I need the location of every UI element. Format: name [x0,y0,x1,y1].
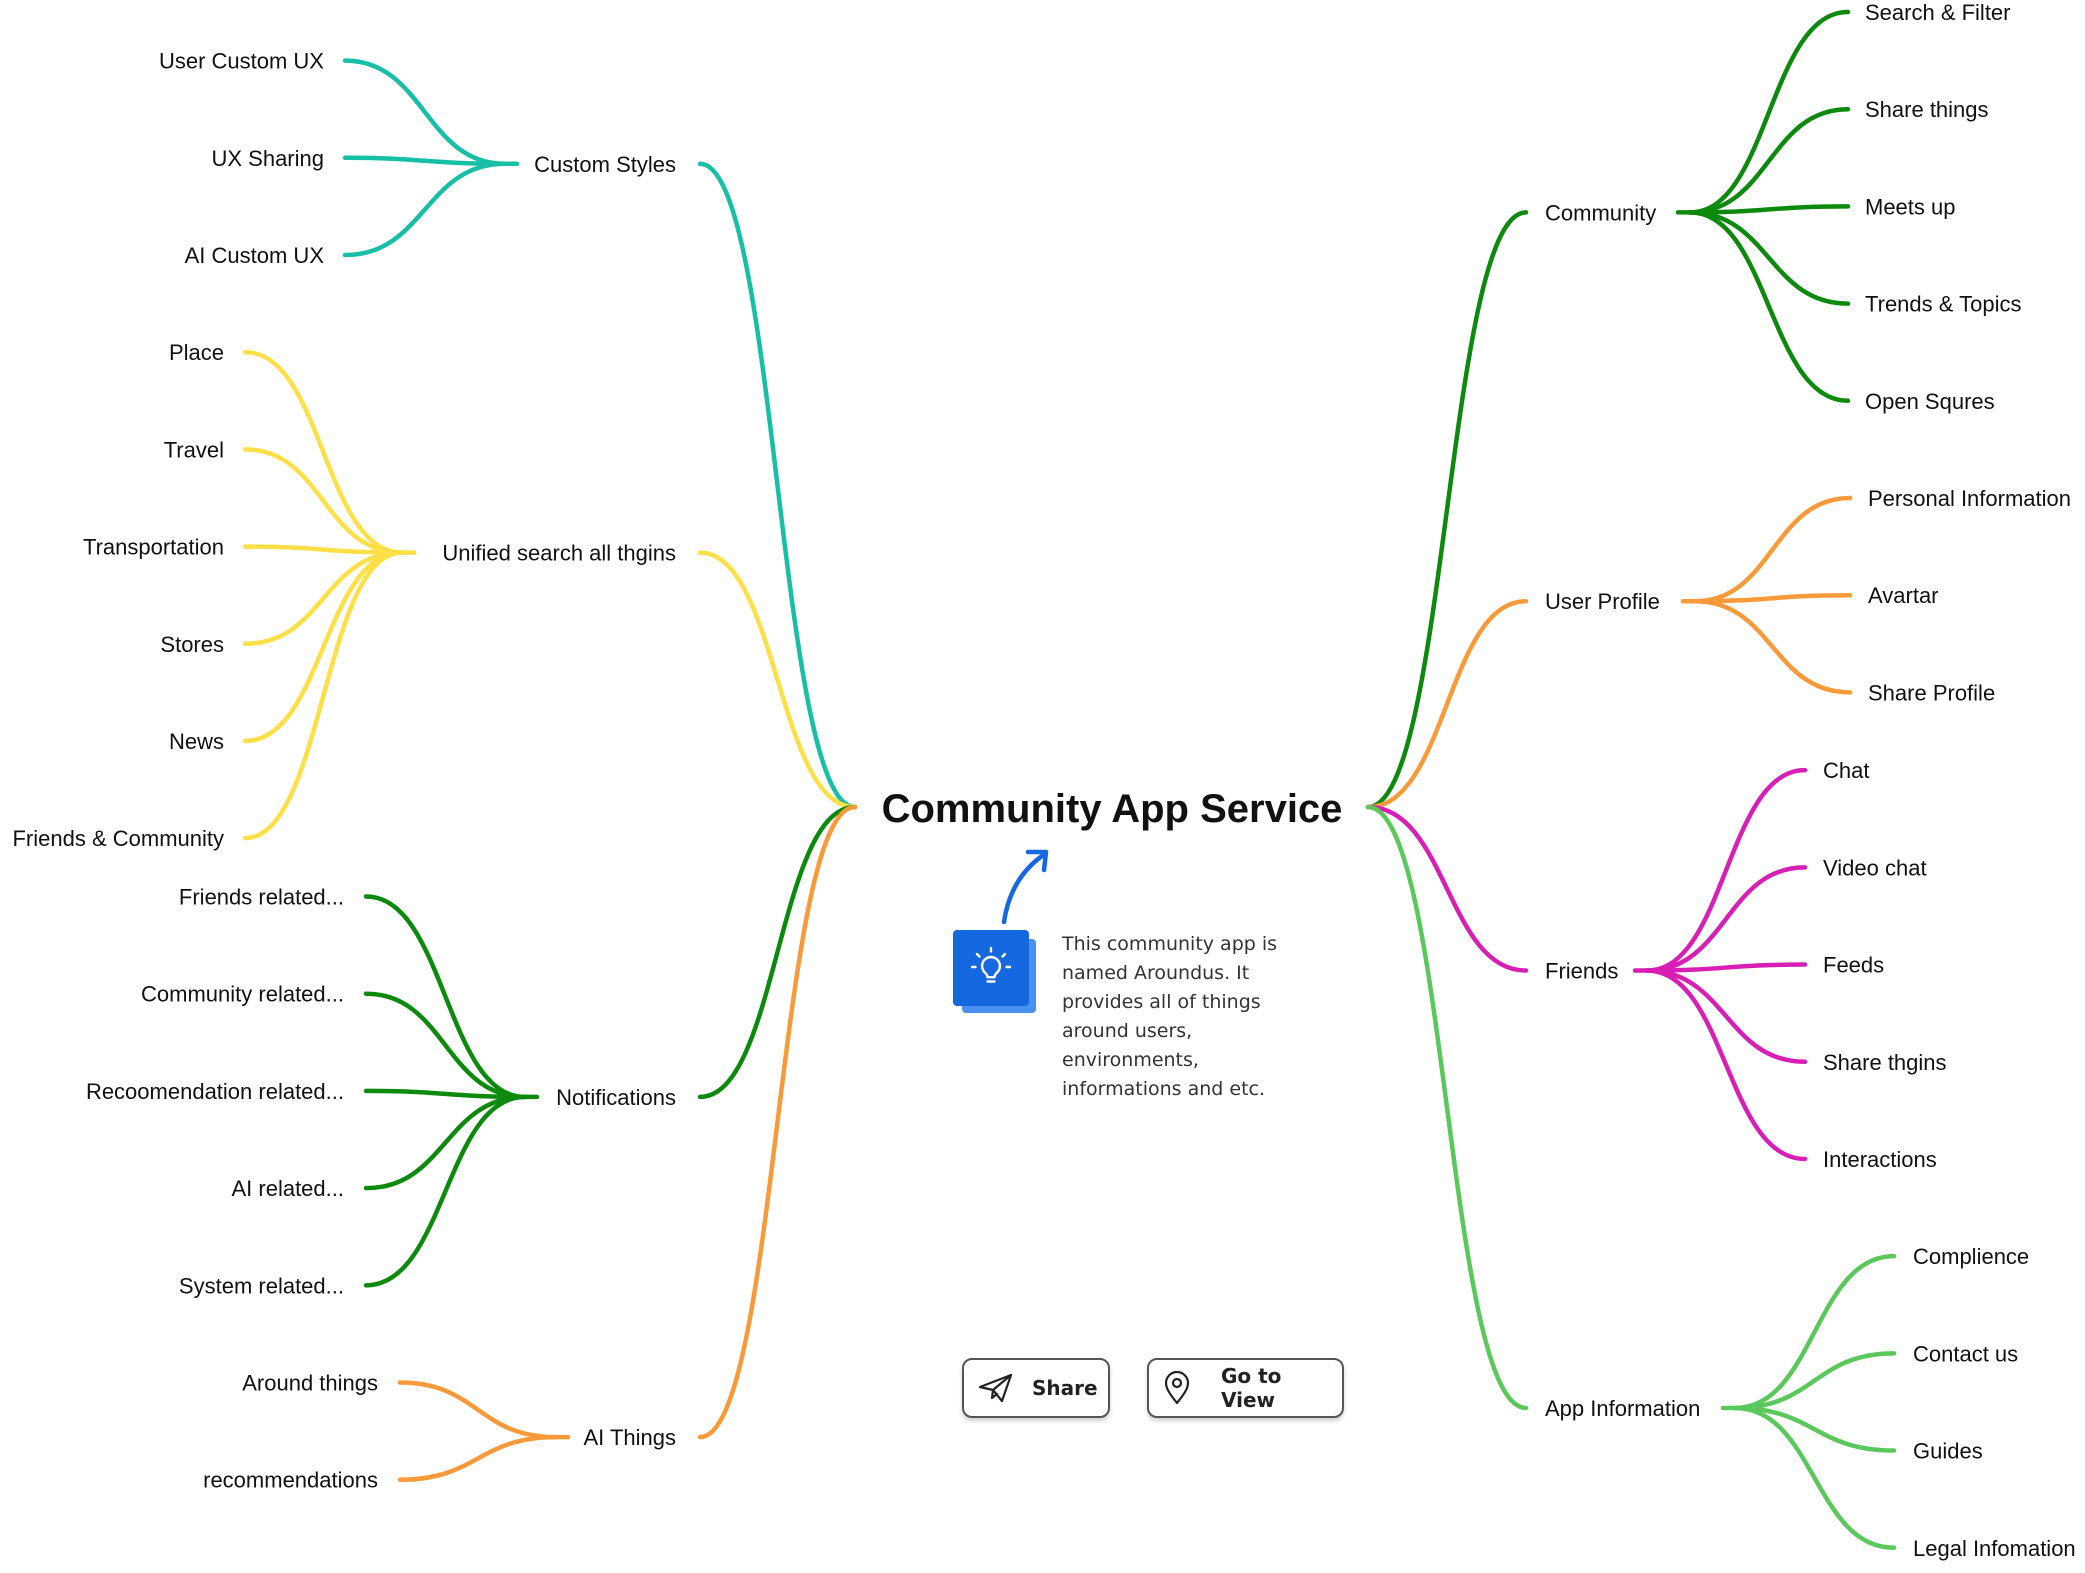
leaf-link-feeds [1644,962,1808,973]
branch-link-user-profile [1365,598,1529,810]
branch-link-friends [1365,804,1529,973]
leaf-node-ux-sharing[interactable]: UX Sharing [211,146,324,171]
leaf-link-transportation [242,544,405,555]
leaf-link-stores [242,550,405,647]
leaf-link-user-custom-ux [342,58,508,167]
leaf-link-trends-topics [1687,210,1851,306]
leaf-node-user-custom-ux[interactable]: User Custom UX [159,49,324,74]
branch-node-user-profile[interactable]: User Profile [1545,589,1660,614]
leaf-node-share-thgins[interactable]: Share thgins [1823,1050,1947,1075]
leaf-node-community-related[interactable]: Community related... [141,982,344,1007]
leaf-link-recommendations [397,1434,559,1482]
branch-node-unified-search-all-thgins[interactable]: Unified search all thgins [442,541,676,566]
branch-node-friends[interactable]: Friends [1545,959,1618,984]
leaf-link-system-related [363,1094,528,1288]
leaf-link-guides [1732,1405,1897,1453]
go-to-view-button-label: Go to View [1221,1364,1282,1412]
leaf-link-ai-related [363,1094,528,1191]
leaf-link-share-profile [1692,598,1853,695]
branch-link-community [1365,210,1529,810]
leaf-node-chat[interactable]: Chat [1823,758,1869,783]
leaf-node-ai-related[interactable]: AI related... [231,1176,344,1201]
map-pin-icon [1164,1371,1190,1405]
leaf-link-contact-us [1732,1351,1897,1411]
leaf-link-ai-custom-ux [342,161,508,258]
leaf-node-news[interactable]: News [169,729,224,754]
branch-link-notifications [697,804,858,1100]
leaf-link-complience [1732,1253,1897,1411]
leaf-link-place [242,349,405,555]
leaf-link-avartar [1692,592,1853,604]
leaf-link-video-chat [1644,865,1808,973]
branch-link-ai-things [697,804,858,1440]
leaf-link-meets-up [1687,204,1851,215]
leaf-link-friends-related [363,894,528,1100]
leaf-link-personal-information [1692,495,1853,604]
lightbulb-icon [970,946,1012,983]
leaf-node-place[interactable]: Place [169,340,224,365]
mind-map-links [242,9,1897,1551]
branch-node-community[interactable]: Community [1545,200,1656,225]
leaf-node-recoomendation-related[interactable]: Recoomendation related... [86,1079,344,1104]
go-to-view-button[interactable]: Go to View [1147,1358,1344,1418]
leaf-node-contact-us[interactable]: Contact us [1913,1341,2018,1366]
branch-link-custom-styles [697,161,858,810]
leaf-node-share-profile[interactable]: Share Profile [1868,680,1995,705]
branch-node-ai-things[interactable]: AI Things [583,1425,676,1450]
leaf-node-feeds[interactable]: Feeds [1823,953,1884,978]
leaf-node-personal-information[interactable]: Personal Information [1868,486,2071,511]
share-button[interactable]: Share [962,1358,1110,1418]
leaf-link-travel [242,447,405,555]
leaf-node-friends-community[interactable]: Friends & Community [12,826,224,851]
branch-link-unified-search-all-thgins [697,550,858,810]
leaf-node-share-things[interactable]: Share things [1865,97,1989,122]
leaf-node-interactions[interactable]: Interactions [1823,1147,1937,1172]
leaf-node-friends-related[interactable]: Friends related... [179,885,344,910]
leaf-node-legal-infomation[interactable]: Legal Infomation [1913,1536,2076,1561]
leaf-node-avartar[interactable]: Avartar [1868,583,1939,608]
paper-plane-icon [978,1373,1013,1403]
leaf-link-news [242,550,405,744]
leaf-node-guides[interactable]: Guides [1913,1439,1983,1464]
leaf-node-ai-custom-ux[interactable]: AI Custom UX [185,243,325,268]
leaf-link-around-things [397,1380,559,1440]
root-node-title[interactable]: Community App Service [882,787,1343,831]
leaf-link-share-things [1687,106,1851,215]
leaf-node-meets-up[interactable]: Meets up [1865,194,1956,219]
share-button-label: Share [1032,1376,1098,1400]
leaf-node-open-squres[interactable]: Open Squres [1865,389,1995,414]
leaf-node-stores[interactable]: Stores [160,632,224,657]
branch-node-custom-styles[interactable]: Custom Styles [534,152,676,177]
note-text: This community app is named Aroundus. It… [1062,933,1278,1100]
leaf-node-video-chat[interactable]: Video chat [1823,855,1927,880]
mind-map-labels: Custom Styles User Custom UX UX Sharing AI … [12,0,2075,1561]
leaf-node-system-related[interactable]: System related... [179,1273,344,1298]
leaf-node-search-filter[interactable]: Search & Filter [1865,0,2011,25]
leaf-link-chat [1644,767,1808,973]
branch-link-app-information [1365,804,1529,1411]
branch-node-app-information[interactable]: App Information [1545,1396,1700,1421]
curved-arrow-icon [1001,849,1049,925]
leaf-link-share-thgins [1644,968,1808,1065]
leaf-node-recommendations[interactable]: recommendations [203,1468,378,1493]
leaf-link-legal-infomation [1732,1405,1897,1551]
leaf-link-recoomendation-related [363,1088,528,1100]
leaf-link-friends-community [242,550,405,841]
leaf-link-ux-sharing [342,155,508,167]
leaf-node-travel[interactable]: Travel [164,437,224,462]
leaf-link-open-squres [1687,210,1851,404]
leaf-link-search-filter [1687,9,1851,215]
leaf-link-interactions [1644,968,1808,1162]
leaf-node-complience[interactable]: Complience [1913,1244,2029,1269]
leaf-node-transportation[interactable]: Transportation [83,535,224,560]
leaf-node-trends-topics[interactable]: Trends & Topics [1865,292,2022,317]
leaf-node-around-things[interactable]: Around things [242,1371,378,1396]
leaf-link-community-related [363,991,528,1100]
branch-node-notifications[interactable]: Notifications [556,1085,676,1110]
note-icon-card [953,930,1036,1013]
